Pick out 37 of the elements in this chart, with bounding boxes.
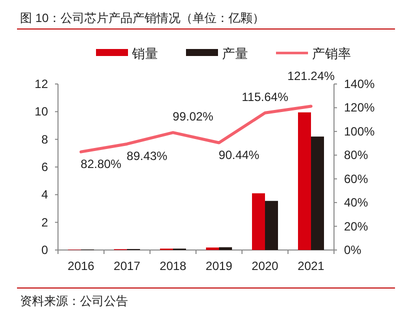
- y2-tick-label: 40%: [344, 196, 368, 210]
- bar: [219, 247, 232, 250]
- y2-tick-label: 100%: [344, 124, 376, 138]
- y-tick-label: 12: [34, 77, 48, 91]
- x-tick-label: 2016: [68, 259, 95, 273]
- y-tick-label: 4: [41, 188, 48, 202]
- text: 资料来源：公司公告: [20, 294, 128, 308]
- x-tick-label: 2020: [252, 259, 279, 273]
- y2-tick-label: 20%: [344, 219, 368, 234]
- bar: [252, 193, 265, 250]
- y2-tick-label: 120%: [344, 100, 376, 115]
- y-tick-label: 10: [34, 104, 48, 119]
- chart-title: 图 10：公司芯片产品产销情况（单位：亿颗）: [20, 11, 265, 25]
- data-label: 82.80%: [80, 156, 122, 171]
- y-tick-label: 0: [41, 243, 48, 257]
- bar: [298, 112, 311, 250]
- data-label: 121.24%: [287, 69, 336, 84]
- data-label: 115.64%: [242, 90, 289, 104]
- legend-label: 产销率: [312, 46, 351, 61]
- x-tick-label: 2018: [160, 259, 187, 273]
- y2-tick-label: 0%: [344, 243, 362, 257]
- y2-tick-label: 80%: [344, 148, 368, 162]
- y2-tick-label: 140%: [344, 77, 376, 91]
- y-tick-label: 6: [41, 160, 48, 174]
- legend-label: 销量: [131, 46, 158, 61]
- y-tick-label: 2: [41, 215, 48, 230]
- legend-label: 产量: [222, 46, 248, 61]
- x-tick-label: 2021: [298, 259, 325, 273]
- x-tick-label: 2019: [206, 259, 233, 273]
- y2-tick-label: 60%: [344, 172, 368, 186]
- y-tick-label: 8: [41, 132, 48, 146]
- bar: [311, 136, 324, 250]
- data-label: 89.43%: [126, 148, 168, 163]
- bar: [265, 200, 278, 250]
- data-label: 90.44%: [218, 148, 260, 162]
- data-label: 99.02%: [172, 110, 214, 124]
- x-tick-label: 2017: [114, 259, 141, 273]
